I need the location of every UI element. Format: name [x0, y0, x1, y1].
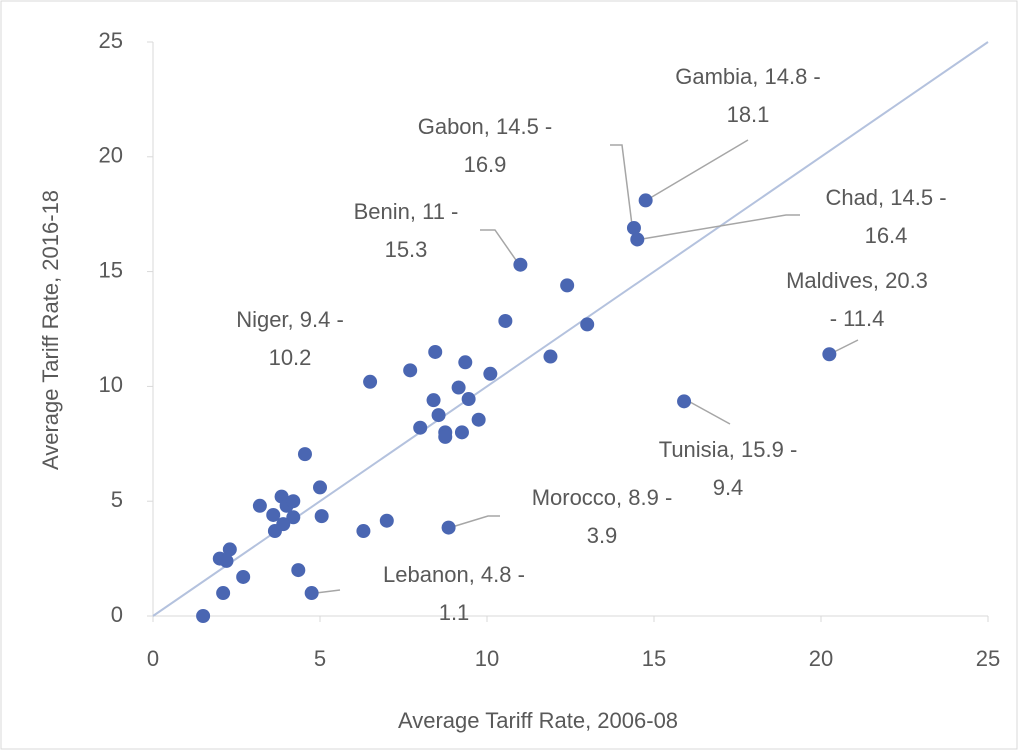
point: [451, 380, 466, 395]
point: [413, 420, 428, 435]
leader-line: [610, 144, 633, 226]
annotation: Gabon, 14.5 - 16.9: [417, 114, 553, 177]
point: [458, 355, 473, 370]
point: [304, 586, 319, 601]
point: [441, 520, 456, 535]
point: [543, 349, 558, 364]
leader-line: [635, 214, 800, 241]
x-tick-label: 15: [642, 646, 666, 671]
point: [216, 586, 231, 601]
leader-line: [451, 515, 500, 528]
point: [560, 278, 575, 293]
y-tick-label: 20: [99, 143, 123, 168]
annotation: Lebanon, 4.8 - 1.1: [383, 562, 525, 625]
point: [314, 509, 329, 524]
leader-line: [639, 139, 749, 205]
point: [677, 394, 692, 409]
point: [822, 347, 837, 362]
y-tick-label: 25: [99, 28, 123, 53]
point: [638, 193, 653, 208]
leader-line: [689, 401, 731, 425]
point: [461, 392, 476, 407]
leader-line: [833, 339, 859, 353]
point: [438, 429, 453, 444]
point: [498, 313, 513, 328]
x-tick-label: 20: [809, 646, 833, 671]
point: [297, 447, 312, 462]
y-tick-label: 0: [111, 602, 123, 627]
x-tick-label: 0: [147, 646, 159, 671]
x-tick-label: 10: [475, 646, 499, 671]
leader-line: [480, 229, 519, 264]
y-tick-label: 10: [99, 372, 123, 397]
point: [431, 408, 446, 423]
y-tick-label: 5: [111, 487, 123, 512]
x-tick-label: 5: [314, 646, 326, 671]
point: [313, 480, 327, 495]
annotation: Maldives, 20.3 - 11.4: [786, 268, 928, 331]
point: [286, 494, 301, 509]
point: [630, 232, 645, 247]
point: [276, 517, 291, 532]
point: [222, 542, 237, 557]
point: [454, 425, 469, 440]
annotation: Benin, 11 - 15.3: [353, 199, 459, 262]
point: [426, 393, 441, 408]
point: [291, 563, 306, 578]
point: [236, 569, 251, 584]
leader-line: [315, 589, 341, 594]
point: [403, 363, 418, 378]
point: [219, 553, 234, 568]
annotation: Niger, 9.4 - 10.2: [236, 307, 344, 370]
point: [471, 412, 486, 427]
point: [379, 513, 394, 528]
annotation: Tunisia, 15.9 - 9.4: [658, 437, 798, 500]
point: [196, 609, 211, 623]
annotation: Chad, 14.5 - 16.4: [825, 185, 947, 248]
point: [266, 507, 281, 522]
point: [363, 374, 378, 389]
annotation: Morocco, 8.9 - 3.9: [531, 485, 673, 548]
point: [483, 366, 498, 381]
x-axis-label: Average Tariff Rate, 2006-08: [398, 708, 678, 733]
point: [286, 510, 301, 525]
point: [252, 498, 267, 513]
point: [428, 344, 443, 359]
y-tick-label: 15: [99, 257, 123, 282]
annotation: Gambia, 14.8 - 18.1: [675, 64, 821, 127]
point: [626, 220, 641, 235]
point: [356, 524, 371, 539]
point: [580, 317, 595, 332]
y-axis-label: Average Tariff Rate, 2016-18: [38, 190, 63, 470]
point: [513, 257, 528, 272]
x-tick-label: 25: [976, 646, 1000, 671]
